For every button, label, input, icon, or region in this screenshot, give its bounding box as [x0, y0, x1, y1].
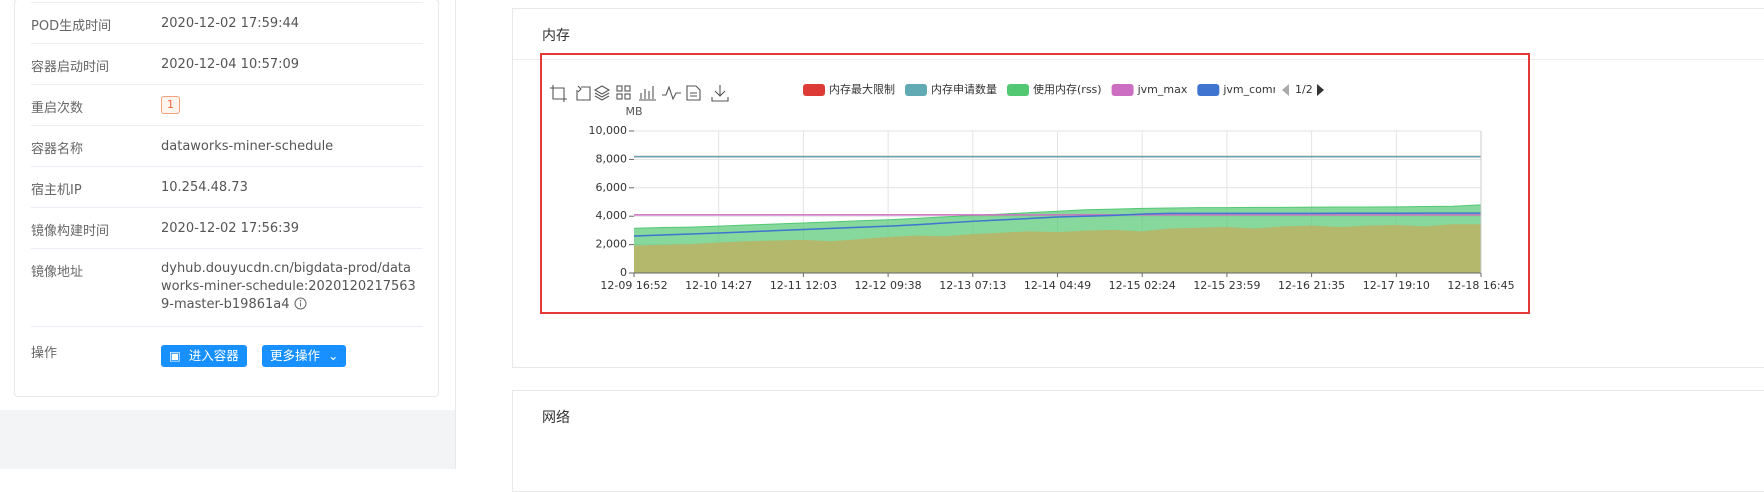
info-label: 镜像地址 — [31, 265, 84, 280]
legend-swatch — [905, 84, 927, 96]
image-address: dyhub.douyucdn.cn/bigdata-prod/dataworks… — [161, 261, 416, 312]
info-row: 镜像地址 dyhub.douyucdn.cn/bigdata-prod/dataw… — [31, 248, 423, 327]
y-tick-label: 0 — [620, 266, 627, 279]
toolbox — [550, 85, 729, 102]
download-icon[interactable] — [711, 85, 729, 102]
x-tick-label: 12-10 14:27 — [685, 279, 752, 292]
y-tick-label: 2,000 — [596, 238, 628, 251]
legend-label[interactable]: 内存最大限制 — [829, 82, 895, 96]
info-label: 重启次数 — [31, 101, 84, 116]
area-edge — [633, 204, 1482, 229]
x-tick-label: 12-12 09:38 — [855, 279, 922, 292]
info-row: 操作 ▣ 进入容器 更多操作 ⌄ — [31, 326, 423, 387]
x-tick-label: 12-18 16:45 — [1447, 279, 1514, 292]
highlight-box — [540, 53, 1530, 314]
y-tick-label: 8,000 — [596, 152, 628, 165]
y-tick-label: 10,000 — [589, 124, 628, 137]
x-tick-label: 12-14 04:49 — [1024, 279, 1091, 292]
info-value: 10.254.48.73 — [161, 180, 248, 195]
info-row: 镜像构建时间 2020-12-02 17:56:39 — [31, 207, 423, 249]
info-row: 重启次数 1 — [31, 84, 423, 126]
legend-swatch — [1197, 84, 1220, 96]
more-actions-button[interactable]: 更多操作 ⌄ — [262, 345, 347, 367]
info-label: 宿主机IP — [31, 183, 82, 198]
line-icon[interactable] — [662, 85, 681, 101]
legend-label[interactable]: jvm_committ — [1222, 83, 1295, 96]
x-tick-label: 12-15 02:24 — [1109, 279, 1176, 292]
line — [633, 212, 1481, 237]
x-tick-label: 12-13 07:13 — [939, 279, 1006, 292]
legend: 内存最大限制 内存申请数量 使用内存(rss) jvm_max jvm_committ — [803, 82, 1295, 96]
zoom-icon[interactable] — [550, 85, 567, 102]
button-label: 进入容器 — [188, 348, 239, 363]
card-title: 网络 — [542, 410, 570, 426]
x-tick-label: 12-15 23:59 — [1193, 279, 1260, 292]
y-axis-unit: MB — [625, 105, 642, 118]
bar-icon[interactable] — [639, 86, 656, 101]
background — [0, 410, 455, 469]
info-row: 宿主机IP 10.254.48.73 — [31, 166, 423, 208]
legend-swatch — [803, 84, 825, 96]
info-label: POD生成时间 — [31, 19, 112, 34]
info-label: 操作 — [31, 346, 58, 361]
x-tick-label: 12-16 21:35 — [1278, 279, 1345, 292]
restart-badge: 1 — [161, 96, 180, 114]
enter-container-button[interactable]: ▣ 进入容器 — [161, 345, 247, 367]
legend-label[interactable]: jvm_max — [1137, 83, 1188, 96]
info-label: 容器启动时间 — [31, 60, 110, 75]
card-header-line — [513, 59, 1764, 60]
info-label: 容器名称 — [31, 142, 84, 157]
stack-icon[interactable] — [593, 85, 611, 101]
legend-label[interactable]: 内存申请数量 — [931, 82, 997, 96]
info-value: 2020-12-04 10:57:09 — [161, 57, 300, 72]
zoom-reset-icon[interactable] — [576, 85, 591, 101]
data-view-icon[interactable] — [686, 85, 701, 101]
button-label: 更多操作 — [270, 348, 321, 363]
legend-swatch — [1007, 84, 1029, 96]
network-card: 网络 — [512, 390, 1764, 492]
info-value: 2020-12-02 17:56:39 — [161, 221, 300, 236]
info-icon[interactable] — [294, 297, 307, 310]
divider — [455, 0, 456, 469]
x-tick-label: 12-17 19:10 — [1363, 279, 1430, 292]
legend-swatch — [1111, 84, 1134, 96]
x-tick-label: 12-11 12:03 — [770, 279, 837, 292]
legend-label[interactable]: 使用内存(rss) — [1033, 82, 1102, 96]
x-tick-label: 12-09 16:52 — [600, 279, 667, 292]
tile-icon[interactable] — [616, 85, 631, 100]
y-tick-label: 6,000 — [596, 181, 628, 194]
y-tick-label: 4,000 — [596, 209, 628, 222]
chart: MB 0 2,000 4,000 6,000 8,000 10,000 12-09 16:5… — [540, 53, 1530, 314]
info-value: 2020-12-02 17:59:44 — [161, 16, 300, 31]
info-card: POD生成时间 2020-12-02 17:59:44 容器启动时间 2020-12… — [14, 0, 439, 397]
info-row: 容器启动时间 2020-12-04 10:57:09 — [31, 43, 423, 85]
info-value: dyhub.douyucdn.cn/bigdata-prod/dataworks… — [161, 260, 419, 314]
area-edge — [633, 224, 1481, 247]
legend-page: 1/2 — [1295, 83, 1313, 96]
info-value: dataworks-miner-schedule — [161, 139, 334, 154]
info-row: POD生成时间 2020-12-02 17:59:44 — [31, 2, 423, 44]
area — [634, 224, 1481, 273]
legend-prev — [1282, 84, 1289, 96]
legend-next — [1317, 84, 1324, 96]
info-row: 容器名称 dataworks-miner-schedule — [31, 125, 423, 167]
info-label: 镜像构建时间 — [31, 224, 110, 239]
card-title: 内存 — [542, 28, 570, 44]
